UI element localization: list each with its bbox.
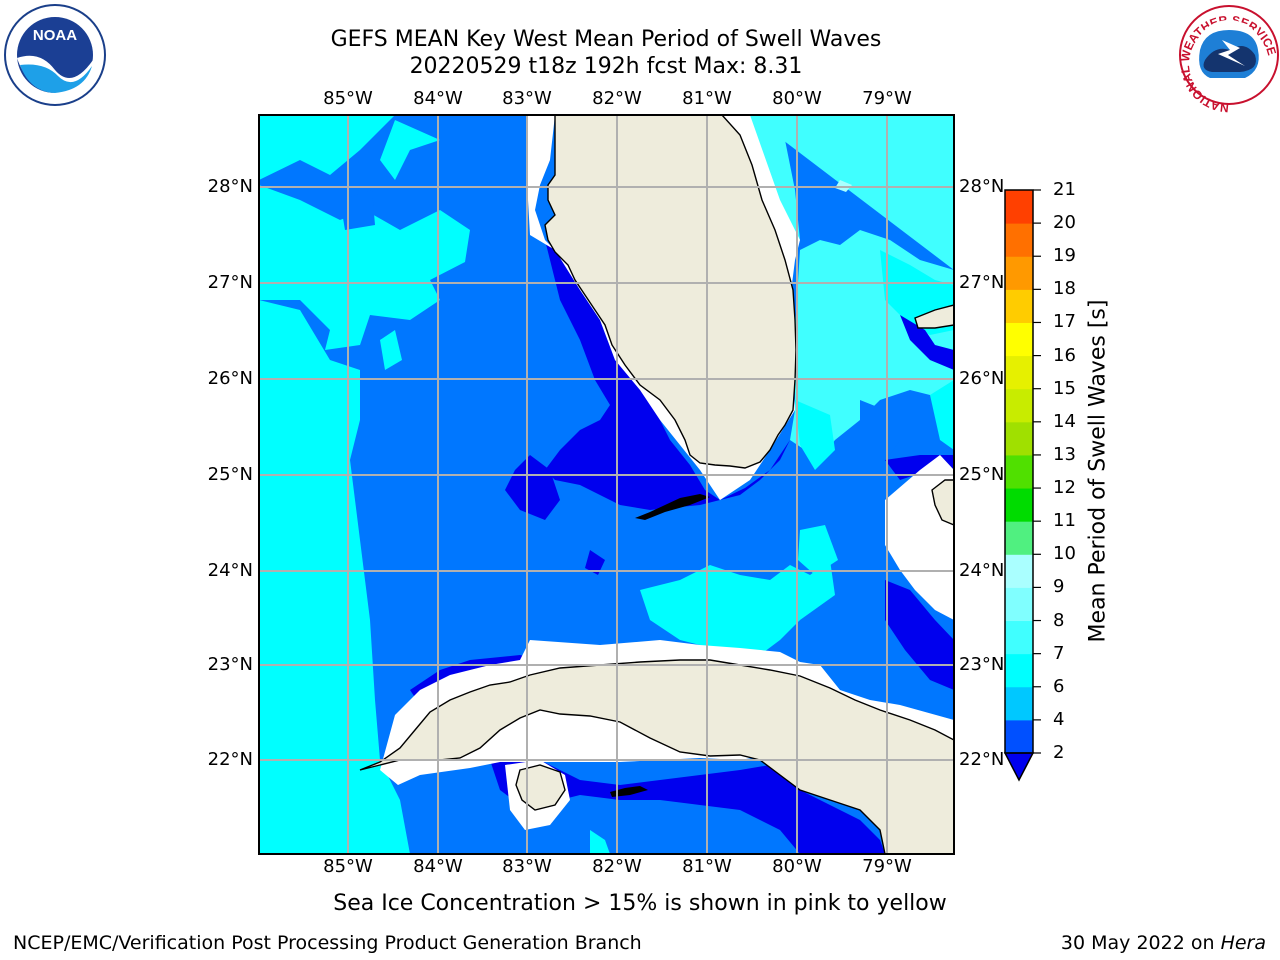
colorbar-segment — [1005, 388, 1033, 423]
footer-date: 30 May 2022 on Hera — [1061, 932, 1266, 954]
colorbar-segment — [1005, 719, 1033, 754]
map-frame — [258, 114, 955, 855]
colorbar-tick-label: 19 — [1053, 245, 1076, 267]
colorbar-tick-label: 17 — [1053, 311, 1076, 333]
lat-label-left: 25°N — [207, 464, 253, 485]
lat-label-right: 23°N — [959, 654, 1005, 675]
colorbar-tick-label: 15 — [1053, 377, 1076, 399]
lat-label-left: 27°N — [207, 272, 253, 293]
colorbar-segment — [1005, 488, 1033, 522]
lon-label-top: 83°W — [502, 88, 552, 109]
cyan-region-straits — [640, 560, 835, 655]
lon-label-bottom: 81°W — [682, 856, 732, 877]
lon-label-bottom: 84°W — [413, 856, 463, 877]
lon-label-top: 84°W — [413, 88, 463, 109]
colorbar-tick-label: 4 — [1053, 708, 1065, 730]
lon-label-top: 79°W — [862, 88, 912, 109]
colorbar-tick-label: 2 — [1053, 742, 1065, 763]
lon-label-bottom: 79°W — [862, 856, 912, 877]
colorbar-segment — [1005, 620, 1033, 655]
colorbar-segment — [1005, 355, 1033, 390]
colorbar-frame — [1004, 189, 1034, 754]
lat-label-right: 24°N — [959, 560, 1005, 581]
colorbar-tick-label: 14 — [1053, 410, 1076, 432]
colorbar-segment — [1005, 223, 1033, 257]
colorbar-segment — [1005, 289, 1033, 323]
cyan-region-west — [259, 115, 395, 180]
colorbar-tick-label: 11 — [1053, 510, 1076, 532]
lon-label-bottom: 80°W — [772, 856, 822, 877]
lon-label-bottom: 83°W — [502, 856, 552, 877]
land-cuba — [359, 659, 954, 854]
colorbar-tick-label: 13 — [1053, 443, 1076, 465]
colorbar-segment — [1005, 686, 1033, 721]
land-isla-juventud — [515, 764, 566, 811]
colorbar-tick-label: 7 — [1053, 642, 1065, 664]
lat-label-right: 27°N — [959, 272, 1005, 293]
lat-label-right: 26°N — [959, 368, 1005, 389]
colorbar-tick-label: 10 — [1053, 543, 1076, 565]
colorbar-segment — [1005, 554, 1033, 588]
lat-label-left: 24°N — [207, 560, 253, 581]
lat-label-right: 25°N — [959, 464, 1005, 485]
light-cyan-region-east — [750, 115, 954, 460]
colorbar-tick-label: 21 — [1053, 179, 1076, 200]
footer-host: Hera — [1220, 932, 1266, 954]
land-grand-bahama — [914, 304, 954, 329]
lat-label-left: 22°N — [207, 749, 253, 770]
colorbar-segment — [1005, 190, 1033, 224]
sea-ice-note: Sea Ice Concentration > 15% is shown in … — [0, 891, 1280, 916]
colorbar-tick-label: 16 — [1053, 344, 1076, 366]
colorbar-tick-label: 18 — [1053, 278, 1076, 300]
lat-label-right: 22°N — [959, 749, 1005, 770]
land-andros — [931, 479, 954, 526]
chart-subtitle: 20220529 t18z 192h fcst Max: 8.31 — [409, 54, 803, 79]
lon-label-top: 80°W — [772, 88, 822, 109]
lon-label-top: 85°W — [323, 88, 373, 109]
lon-label-bottom: 82°W — [592, 856, 642, 877]
sea-ice-note-text: Sea Ice Concentration > 15% is shown in … — [333, 891, 947, 916]
colorbar-segment — [1005, 454, 1033, 489]
graticule — [259, 115, 954, 854]
lat-label-left: 26°N — [207, 368, 253, 389]
colorbar-segment — [1005, 322, 1033, 357]
colorbar-tick-label: 6 — [1053, 675, 1065, 697]
colorbar — [1003, 189, 1041, 782]
colorbar-segment — [1005, 521, 1033, 555]
colorbar-tick-label: 12 — [1053, 477, 1076, 499]
colorbar-segment — [1005, 587, 1033, 622]
footer-credit: NCEP/EMC/Verification Post Processing Pr… — [13, 932, 642, 954]
colorbar-tick-label: 8 — [1053, 609, 1065, 631]
lat-label-right: 28°N — [959, 176, 1005, 197]
colorbar-tick-label: 20 — [1053, 212, 1076, 234]
colorbar-tick-label: 9 — [1053, 576, 1065, 598]
colorbar-title: Mean Period of Swell Waves [s] — [1085, 299, 1111, 643]
colorbar-segment — [1005, 256, 1033, 290]
lat-label-left: 28°N — [207, 176, 253, 197]
lat-label-left: 23°N — [207, 654, 253, 675]
swell-period-field — [259, 115, 954, 854]
colorbar-segment — [1005, 653, 1033, 688]
noaa-logo: NOAA — [4, 4, 106, 106]
footer-date-text: 30 May 2022 on — [1060, 932, 1215, 954]
lon-label-bottom: 85°W — [323, 856, 373, 877]
chart-title: GEFS MEAN Key West Mean Period of Swell … — [330, 27, 882, 52]
noaa-logo-text: NOAA — [33, 27, 77, 44]
lon-label-top: 82°W — [592, 88, 642, 109]
lon-label-top: 81°W — [682, 88, 732, 109]
deep-blue-shelf-florida — [545, 240, 790, 510]
colorbar-segment — [1005, 421, 1033, 456]
